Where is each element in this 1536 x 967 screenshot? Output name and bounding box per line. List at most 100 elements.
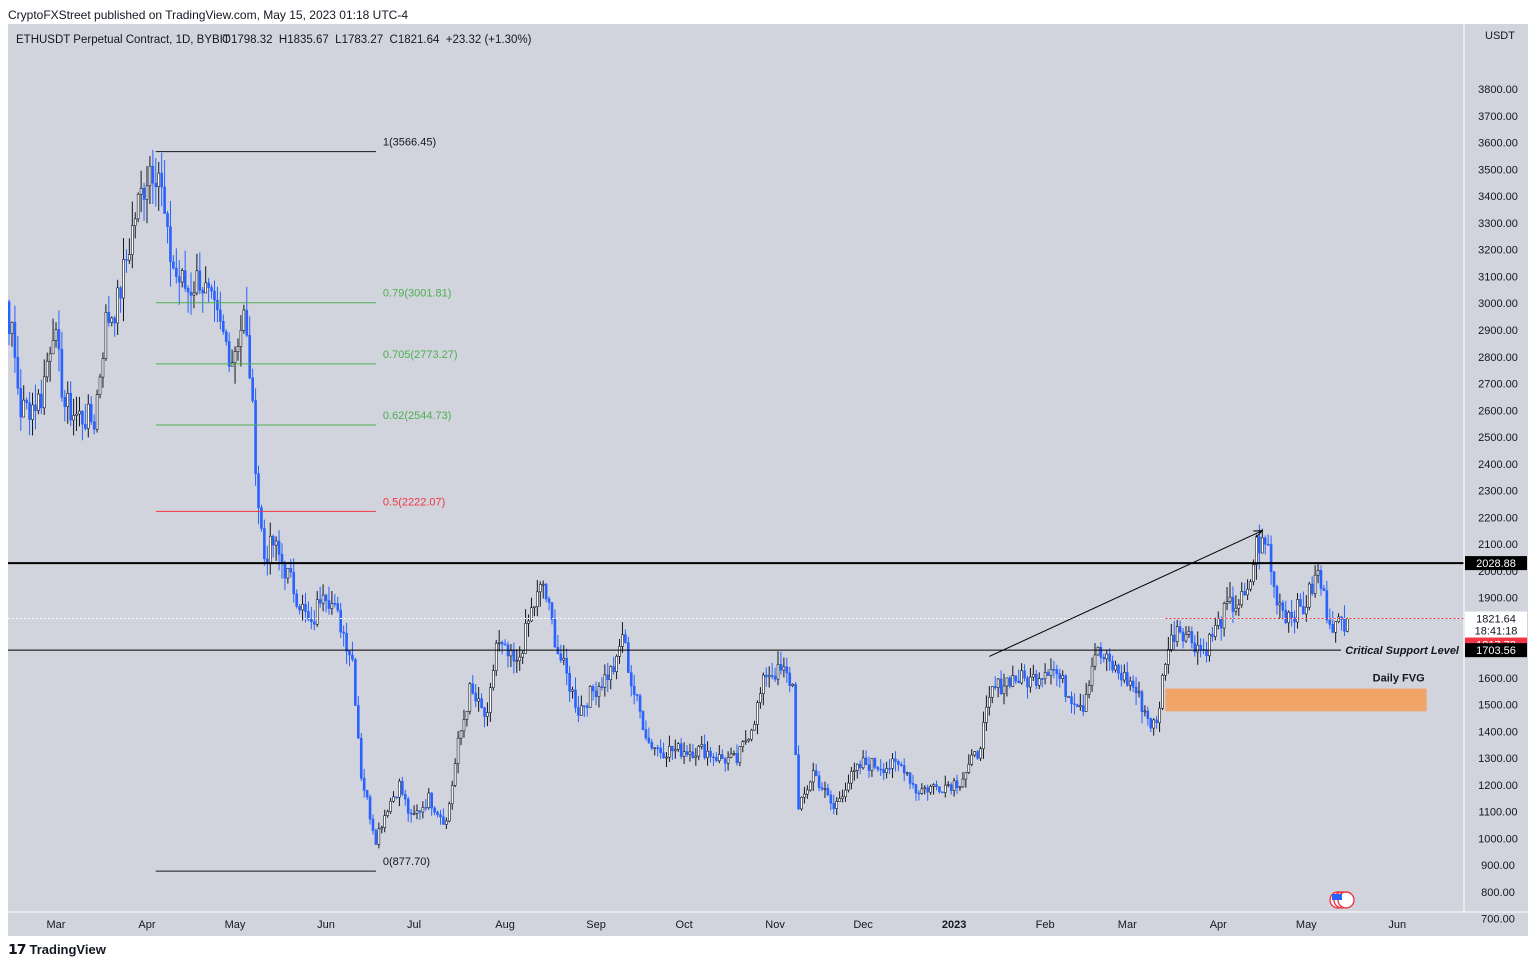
candle xyxy=(600,677,604,691)
candle xyxy=(899,761,903,767)
candle-body xyxy=(1117,664,1120,674)
candle xyxy=(318,586,322,608)
candle-body xyxy=(497,642,501,644)
candle-body xyxy=(1026,677,1029,688)
candle-body xyxy=(1275,586,1279,606)
candle-body xyxy=(638,695,642,712)
candle xyxy=(424,799,428,811)
candle xyxy=(979,746,982,761)
candle-body xyxy=(594,690,598,697)
candle-body xyxy=(307,611,310,620)
candle xyxy=(128,238,131,264)
candle-body xyxy=(28,402,31,420)
candle xyxy=(533,606,536,617)
candle-body xyxy=(436,811,439,815)
candle-body xyxy=(800,797,803,810)
candle xyxy=(8,299,11,346)
candle xyxy=(847,774,850,793)
candle-body xyxy=(562,657,566,661)
candle xyxy=(764,667,768,687)
candle-body xyxy=(621,634,624,647)
candle-body xyxy=(406,798,410,814)
candle xyxy=(66,381,70,424)
support-annotation: Critical Support Level xyxy=(1345,645,1460,657)
candle xyxy=(621,622,624,653)
candle-body xyxy=(292,571,296,595)
candle-body xyxy=(897,761,900,765)
y-tick-label: 1200.00 xyxy=(1478,780,1518,792)
candle-body xyxy=(929,786,932,793)
candle xyxy=(260,504,263,532)
candle xyxy=(550,602,554,625)
candle-body xyxy=(982,722,985,749)
candle xyxy=(647,727,651,744)
candle xyxy=(527,614,530,637)
candle xyxy=(832,794,836,815)
candle-body xyxy=(207,282,210,288)
candle-body xyxy=(588,686,592,708)
candle-body xyxy=(19,387,23,418)
candle xyxy=(1240,582,1244,608)
candle xyxy=(961,772,965,788)
candle-body xyxy=(1193,642,1197,653)
candle xyxy=(439,810,442,825)
y-tick-label: 3700.00 xyxy=(1478,111,1518,123)
candle xyxy=(1272,570,1276,598)
candle xyxy=(1278,593,1282,619)
candle xyxy=(914,784,918,801)
candle-body xyxy=(738,746,742,763)
candle-body xyxy=(735,753,739,763)
price-chart[interactable]: 1(3566.45) 0.79(3001.81) 0.705(2773.27) 0.6… xyxy=(8,24,1528,936)
candle-body xyxy=(354,659,357,706)
candle xyxy=(37,389,40,415)
candle-body xyxy=(1152,719,1155,729)
candle xyxy=(938,786,941,794)
candle-body xyxy=(814,770,818,777)
candle xyxy=(750,728,753,742)
candle-body xyxy=(1322,588,1326,591)
candle xyxy=(456,731,460,774)
candle xyxy=(1049,658,1053,685)
candle xyxy=(1040,677,1044,688)
candle-body xyxy=(1225,601,1229,604)
candle xyxy=(1334,621,1337,643)
candle xyxy=(756,700,759,735)
candle-body xyxy=(902,765,906,774)
candle-body xyxy=(820,787,824,790)
candle xyxy=(1140,689,1144,724)
candle-body xyxy=(371,818,375,831)
candle xyxy=(427,788,431,810)
candle xyxy=(879,759,883,777)
candle-body xyxy=(54,329,58,341)
candle xyxy=(274,536,278,561)
candle-body xyxy=(603,674,607,688)
candle-body xyxy=(219,309,222,322)
x-tick-label: May xyxy=(225,919,246,931)
candle-body xyxy=(277,540,281,555)
candle xyxy=(113,315,116,337)
candle xyxy=(459,729,463,746)
candle-body xyxy=(157,172,161,188)
candle xyxy=(797,745,800,811)
published-line: CryptoFXStreet published on TradingView.… xyxy=(8,8,408,22)
candle xyxy=(615,654,618,680)
candle-body xyxy=(899,764,903,766)
chart-panel[interactable]: 1(3566.45) 0.79(3001.81) 0.705(2773.27) 0.6… xyxy=(8,24,1528,936)
candle-body xyxy=(1008,677,1012,687)
candle-body xyxy=(1037,678,1041,686)
candle-body xyxy=(1076,704,1079,708)
candle-body xyxy=(248,334,252,379)
candle xyxy=(40,379,43,415)
candle xyxy=(885,761,888,779)
candle-body xyxy=(92,421,96,430)
fib-level-label: 0.705(2773.27) xyxy=(383,349,458,361)
y-tick-label: 2700.00 xyxy=(1478,379,1518,391)
candle xyxy=(154,158,158,207)
candle-body xyxy=(1199,644,1202,650)
candle xyxy=(653,747,657,756)
candle xyxy=(1052,661,1056,679)
candle-body xyxy=(1029,676,1032,688)
candle-body xyxy=(641,711,645,730)
candle-body xyxy=(873,758,877,768)
fvg-label: Daily FVG xyxy=(1373,673,1425,685)
